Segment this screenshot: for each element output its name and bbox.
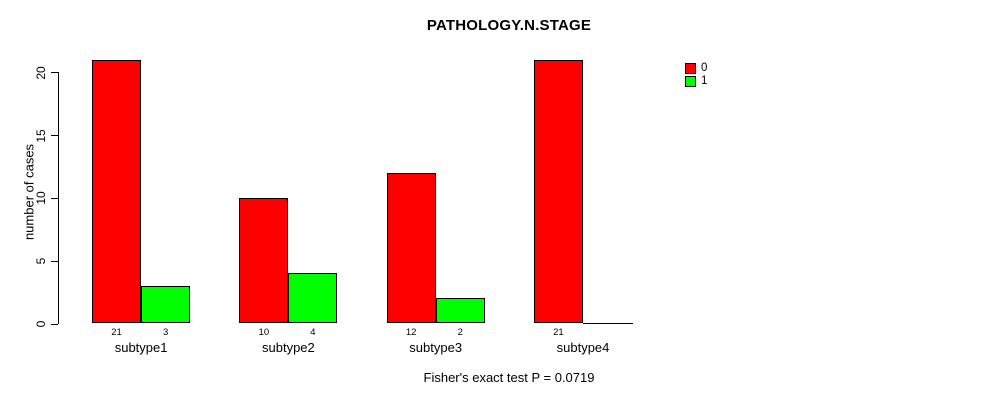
y-axis-line	[58, 72, 59, 325]
y-tick-mark	[51, 72, 58, 74]
y-tick-label: 5	[34, 257, 48, 265]
bar-value-label: 3	[162, 326, 169, 338]
bar-subtype1-series-1	[141, 285, 191, 324]
legend-item-label: 0	[701, 62, 708, 74]
bar-subtype2-series-0	[239, 197, 289, 324]
fisher-test-annotation: Fisher's exact test P = 0.0719	[423, 370, 595, 385]
bar-subtype2-series-1	[288, 273, 338, 324]
legend-item-1: 1	[685, 75, 708, 87]
bar-value-label: 21	[553, 326, 564, 338]
y-tick-mark	[51, 260, 58, 262]
bar-subtype4-series-0	[533, 59, 583, 324]
y-tick-mark	[51, 323, 58, 325]
y-tick-mark	[51, 135, 58, 136]
y-tick-label: 10	[34, 191, 48, 206]
y-tick-mark	[51, 197, 58, 199]
y-tick-label: 0	[34, 320, 48, 328]
chart-title: PATHOLOGY.N.STAGE	[426, 17, 592, 34]
x-category-label-subtype4: subtype4	[556, 340, 610, 355]
bar-value-label: 10	[258, 326, 270, 338]
bar-subtype4-series-1-zero	[583, 322, 634, 324]
bar-subtype1-series-0	[92, 59, 142, 324]
bar-subtype3-series-0	[386, 172, 436, 324]
bar-value-label: 4	[310, 326, 316, 338]
y-tick-label: 20	[34, 65, 48, 80]
bar-value-label: 21	[111, 326, 122, 338]
x-category-label-subtype2: subtype2	[262, 340, 315, 355]
bar-value-label: 2	[457, 326, 463, 338]
x-category-label-subtype3: subtype3	[409, 340, 463, 355]
bar-value-label: 12	[405, 326, 417, 338]
legend-item-0: 0	[685, 62, 708, 74]
x-category-label-subtype1: subtype1	[114, 340, 168, 355]
y-tick-label: 15	[34, 128, 48, 143]
bar-subtype3-series-1	[435, 298, 485, 324]
legend-color-swatch	[685, 62, 696, 74]
legend-color-swatch	[685, 75, 696, 87]
legend-item-label: 1	[701, 75, 708, 87]
